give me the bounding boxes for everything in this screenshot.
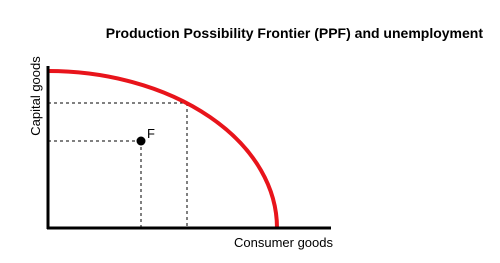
guide-lines [48, 102, 188, 228]
point-label: F [147, 126, 155, 141]
x-axis-label: Consumer goods [234, 235, 333, 250]
y-axis-label: Capital goods [28, 56, 43, 136]
ppf-curve [47, 69, 279, 229]
point [136, 136, 146, 146]
diagram-title: Production Possibility Frontier (PPF) an… [106, 25, 484, 41]
